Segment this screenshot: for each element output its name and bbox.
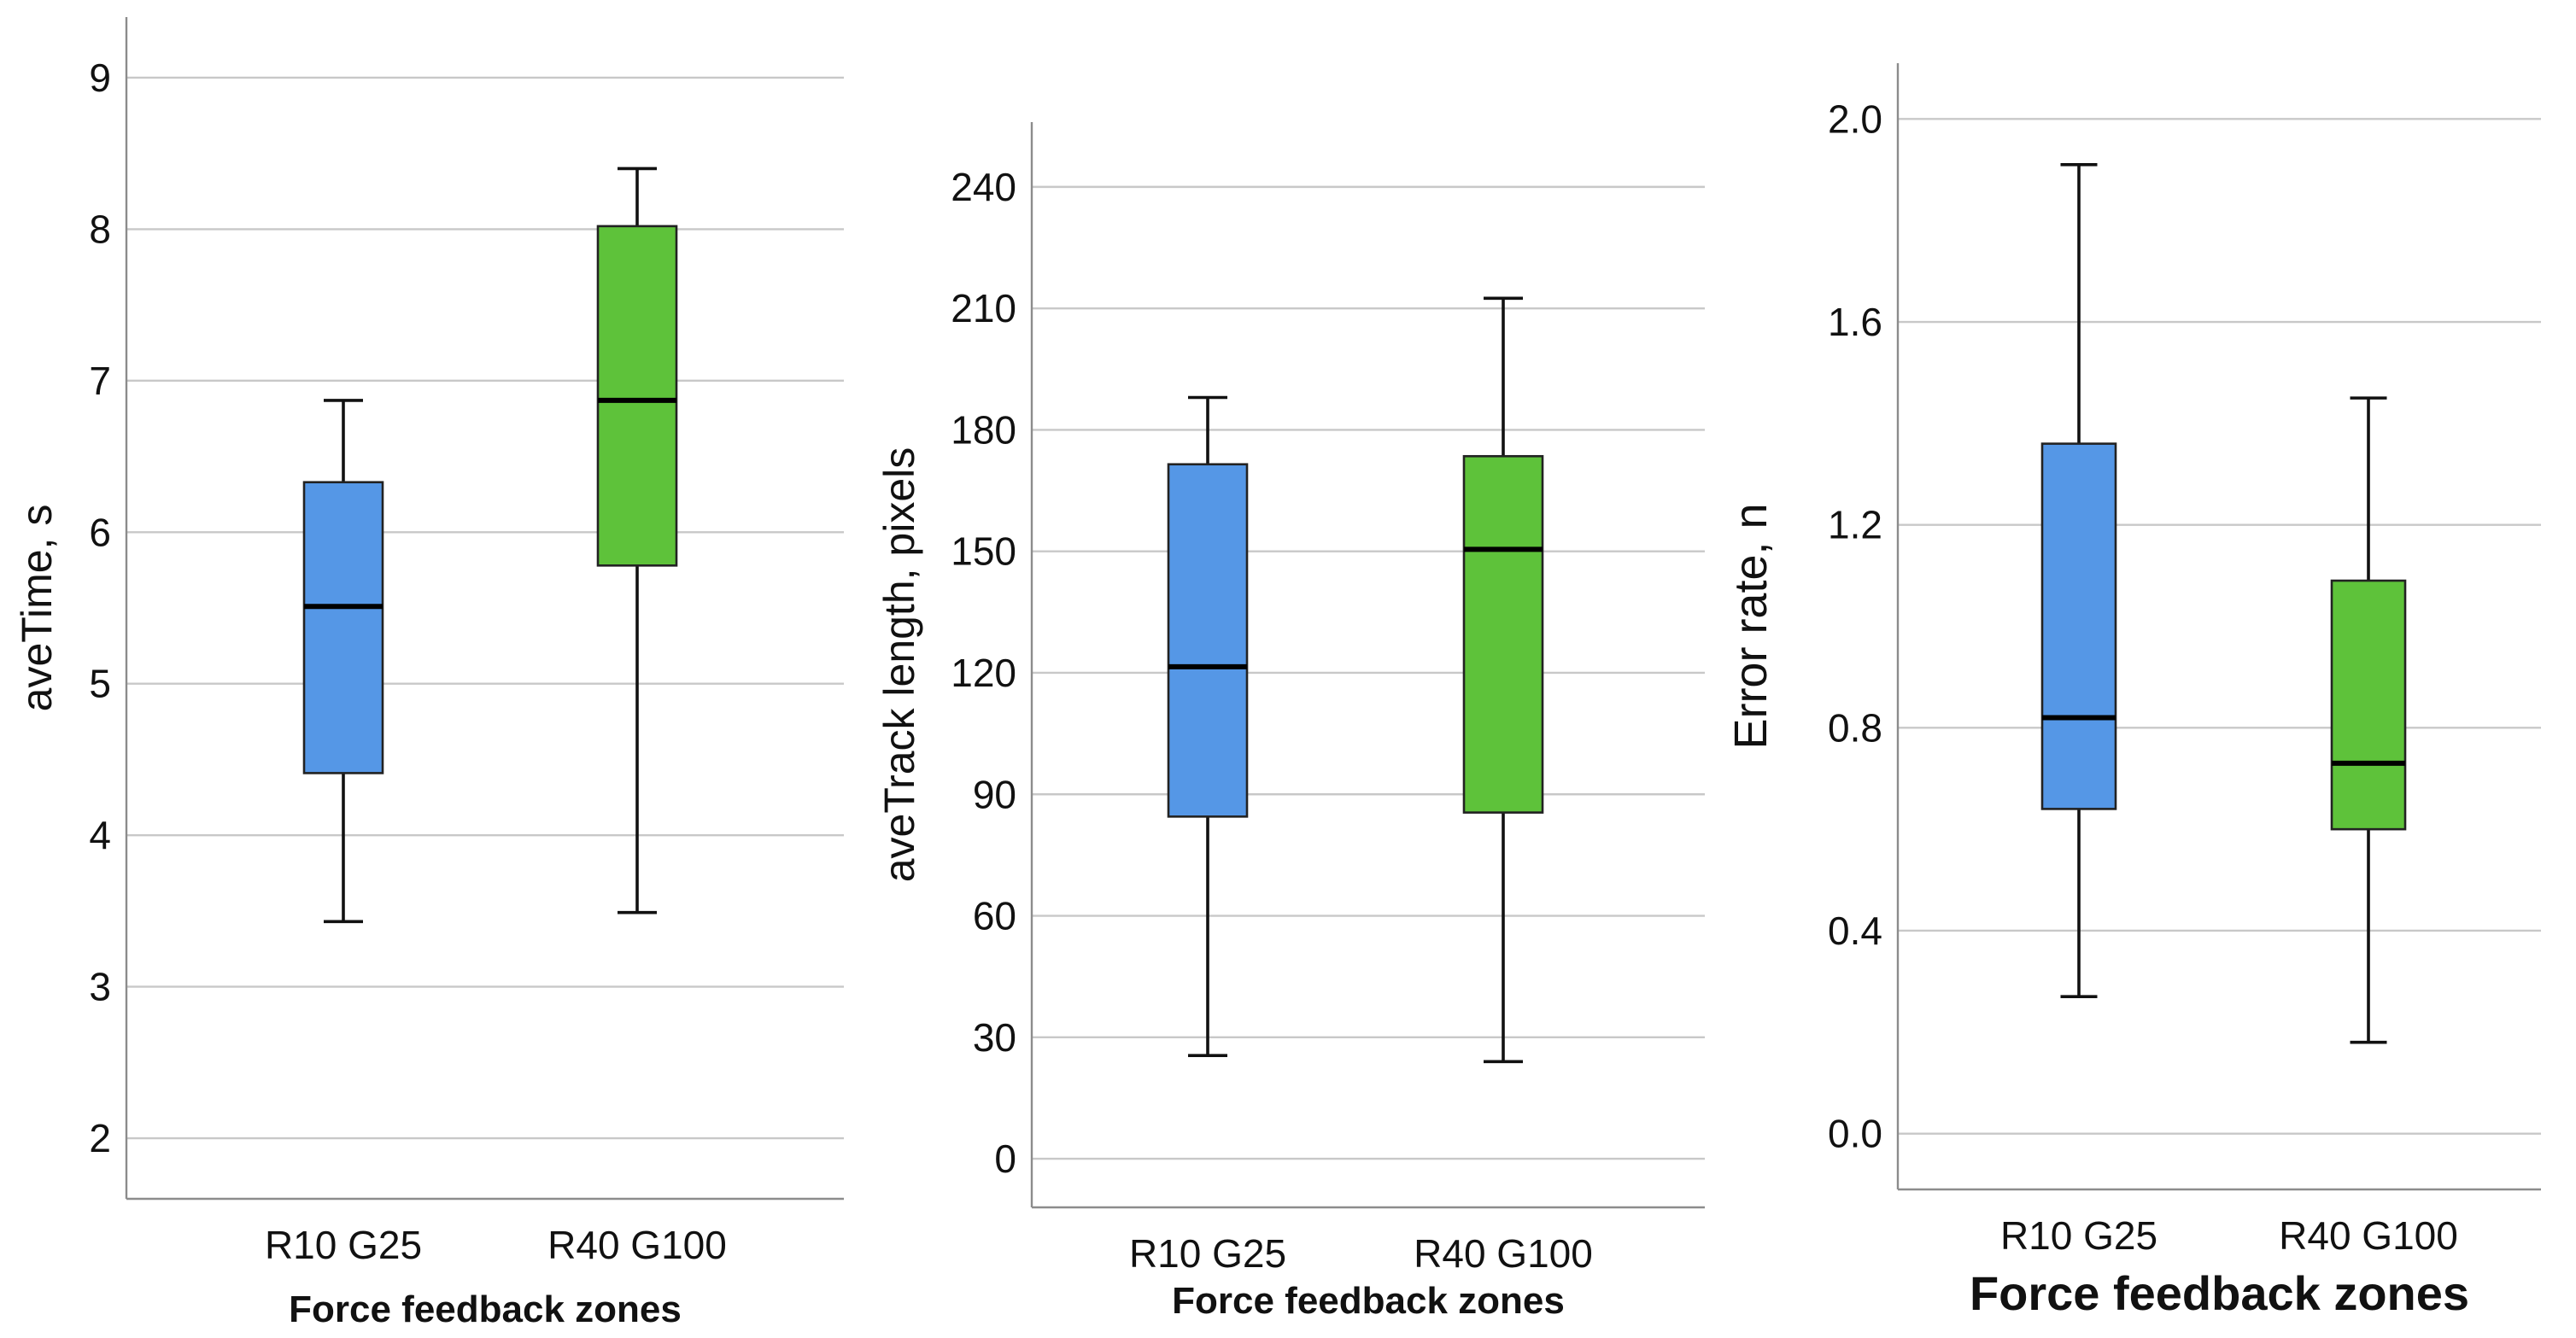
box-plot-r40-g100 xyxy=(2330,396,2407,1044)
iqr-box xyxy=(2040,442,2117,810)
x-axis-title: Force feedback zones xyxy=(1172,1280,1565,1322)
y-axis-title: aveTime, s xyxy=(13,505,61,712)
y-tick-label: 9 xyxy=(89,56,111,100)
x-category-label: R40 G100 xyxy=(2279,1213,2458,1258)
y-tick-label: 2 xyxy=(89,1116,111,1160)
y-tick-label: 0.8 xyxy=(1828,705,1882,750)
y-tick-label: 0 xyxy=(994,1136,1016,1181)
y-tick-label: 0.4 xyxy=(1828,909,1882,953)
panel-ave-track-length: 0 30 60 90 120 150 180 210 240 R10 G25 R40 G100For… xyxy=(875,122,1705,1322)
y-axis-title: aveTrack length, pixels xyxy=(875,447,923,883)
panel-error-rate: 0.0 0.4 0.8 1.2 1.6 2.0 R10 G25 R40 G100 Force f… xyxy=(1725,63,2541,1320)
y-tick-label: 1.2 xyxy=(1828,503,1882,547)
iqr-box xyxy=(1167,463,1249,818)
y-tick-label: 30 xyxy=(973,1015,1016,1060)
y-tick-label: 210 xyxy=(951,286,1016,330)
y-tick-label: 6 xyxy=(89,510,111,554)
box-plot-r40-g100 xyxy=(1462,296,1544,1064)
iqr-box xyxy=(2330,579,2407,831)
y-tick-label: 8 xyxy=(89,207,111,251)
y-tick-label: 3 xyxy=(89,965,111,1009)
y-tick-label: 120 xyxy=(951,651,1016,695)
box-plot-r10-g25 xyxy=(2040,163,2117,999)
y-tick-label: 2.0 xyxy=(1828,96,1882,141)
y-tick-label: 90 xyxy=(973,772,1016,816)
box-plot-r10-g25 xyxy=(1167,395,1249,1057)
y-tick-label: 60 xyxy=(973,894,1016,938)
y-tick-label: 180 xyxy=(951,407,1016,452)
y-tick-label: 5 xyxy=(89,662,111,706)
x-axis-title: Force feedback zones xyxy=(1970,1266,2469,1320)
x-category-label: R40 G100 xyxy=(547,1223,727,1267)
iqr-box xyxy=(596,225,678,567)
y-tick-label: 150 xyxy=(951,529,1016,574)
box-plot-r40-g100 xyxy=(596,167,678,914)
x-axis-title: Force feedback zones xyxy=(289,1288,682,1330)
x-category-label: R10 G25 xyxy=(265,1223,422,1267)
y-tick-label: 0.0 xyxy=(1828,1112,1882,1156)
y-tick-label: 1.6 xyxy=(1828,300,1882,344)
iqr-box xyxy=(1462,454,1544,814)
x-category-label: R40 G100 xyxy=(1414,1231,1593,1276)
y-axis-title: Error rate, n xyxy=(1725,503,1777,749)
x-category-label: R10 G25 xyxy=(2000,1213,2157,1258)
box-plot-r10-g25 xyxy=(302,399,384,924)
y-tick-label: 240 xyxy=(951,165,1016,209)
panel-ave-time: 2 3 4 5 6 7 8 9 R10 G25 R40 G100 Force feedback zo… xyxy=(13,17,844,1330)
y-tick-label: 7 xyxy=(89,359,111,403)
x-category-label: R10 G25 xyxy=(1129,1231,1286,1276)
iqr-box xyxy=(302,481,384,774)
y-tick-label: 4 xyxy=(89,813,111,857)
